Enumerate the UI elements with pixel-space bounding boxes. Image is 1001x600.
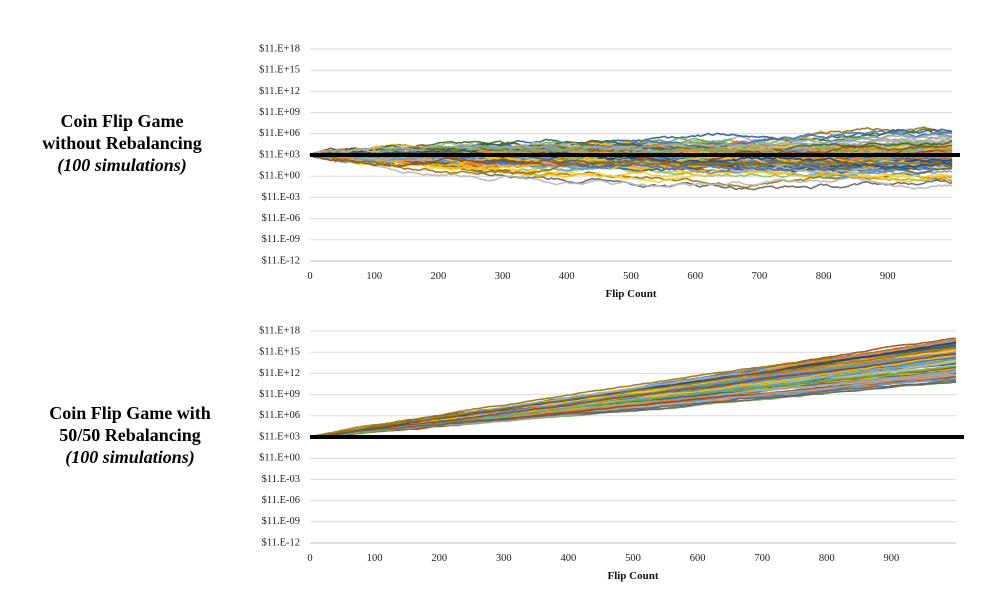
panel-subtitle-top: (100 simulations) xyxy=(57,155,187,175)
y-tick-label: $11.E+03 xyxy=(259,431,300,442)
x-tick-label: 400 xyxy=(561,553,577,564)
x-tick-label: 800 xyxy=(819,553,835,564)
panel-title-top-line2: without Rebalancing xyxy=(42,133,202,153)
y-tick-label: $11.E+12 xyxy=(259,86,300,97)
x-tick-label: 0 xyxy=(307,271,312,282)
y-tick-label: $11.E-09 xyxy=(262,516,300,527)
y-tick-label: $11.E-03 xyxy=(262,474,300,485)
y-tick-label: $11.E-03 xyxy=(262,192,300,203)
x-tick-label: 900 xyxy=(884,553,900,564)
y-tick-label: $11.E+09 xyxy=(259,107,300,118)
x-tick-label: 100 xyxy=(366,271,382,282)
y-tick-label: $11.E+06 xyxy=(259,410,300,421)
x-tick-label: 500 xyxy=(623,271,639,282)
chart-with-rebalancing: $11.E+18 $11.E+15 $11.E+12 $11.E+09 $11.E+06… xyxy=(259,325,964,582)
y-tick-label: $11.E+15 xyxy=(259,347,300,358)
y-tick-label: $11.E-06 xyxy=(262,495,300,506)
y-tick-label: $11.E+12 xyxy=(259,368,300,379)
simulation-line xyxy=(309,379,957,438)
y-tick-label: $11.E+09 xyxy=(259,389,300,400)
simulation-line xyxy=(309,154,953,190)
simulation-line xyxy=(309,152,953,183)
x-axis-label: Flip Count xyxy=(607,570,658,582)
y-tick-label: $11.E+00 xyxy=(259,171,300,182)
y-tick-label: $11.E+06 xyxy=(259,128,300,139)
y-tick-label: $11.E+03 xyxy=(259,149,300,160)
y-tick-label: $11.E-09 xyxy=(262,234,300,245)
y-tick-label: $11.E-06 xyxy=(262,213,300,224)
panel-title-top: Coin Flip Game without Rebalancing (100 … xyxy=(0,110,244,176)
x-tick-label: 0 xyxy=(307,553,312,564)
y-tick-label: $11.E-12 xyxy=(262,537,300,548)
x-tick-label: 600 xyxy=(687,271,703,282)
simulation-line xyxy=(309,153,953,175)
x-tick-label: 300 xyxy=(495,271,511,282)
x-axis-label: Flip Count xyxy=(605,288,656,300)
panel-title-bottom: Coin Flip Game with 50/50 Rebalancing (1… xyxy=(0,402,260,468)
simulation-line xyxy=(309,149,953,169)
simulation-line xyxy=(310,353,957,438)
x-tick-label: 500 xyxy=(625,553,641,564)
simulation-line xyxy=(309,347,957,438)
y-tick-label: $11.E+15 xyxy=(259,65,300,76)
x-tick-label: 700 xyxy=(754,553,770,564)
x-tick-label: 800 xyxy=(816,271,832,282)
x-tick-label: 100 xyxy=(367,553,383,564)
x-tick-label: 400 xyxy=(559,271,575,282)
y-tick-label: $11.E+18 xyxy=(259,43,300,54)
x-tick-label: 600 xyxy=(690,553,706,564)
simulation-line xyxy=(309,145,953,159)
y-tick-label: $11.E+18 xyxy=(259,325,300,336)
panel-title-top-line1: Coin Flip Game xyxy=(60,111,184,131)
panel-title-bottom-line1: Coin Flip Game with xyxy=(49,403,211,423)
x-tick-label: 300 xyxy=(496,553,512,564)
y-tick-label: $11.E-12 xyxy=(262,255,300,266)
panel-title-bottom-line2: 50/50 Rebalancing xyxy=(59,425,201,445)
panel-subtitle-bottom: (100 simulations) xyxy=(65,447,195,467)
simulation-line xyxy=(309,139,953,156)
y-tick-label: $11.E+00 xyxy=(259,453,300,464)
simulation-line xyxy=(309,133,953,156)
x-tick-label: 700 xyxy=(752,271,768,282)
x-tick-label: 900 xyxy=(880,271,896,282)
x-tick-label: 200 xyxy=(431,271,447,282)
chart-without-rebalancing: $11.E+18 $11.E+15 $11.E+12 $11.E+09 $11.E+06… xyxy=(259,43,960,300)
x-tick-label: 200 xyxy=(431,553,447,564)
